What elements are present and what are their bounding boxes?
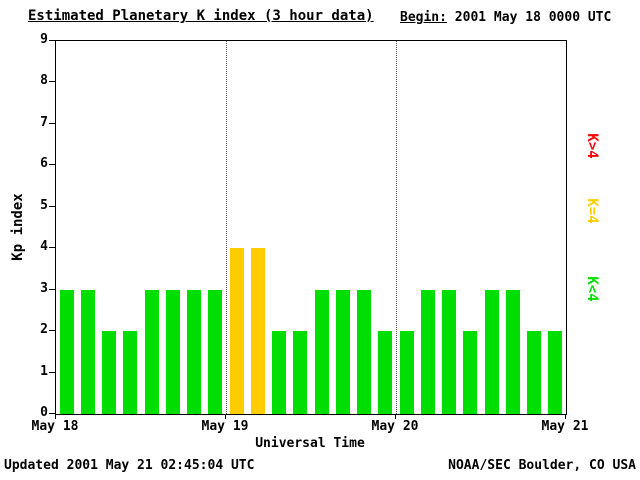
y-tick-label: 9 <box>40 32 48 47</box>
day-divider <box>226 41 227 414</box>
x-tick-mark <box>55 414 56 419</box>
y-tick-label: 6 <box>40 156 48 172</box>
y-tick-label: 0 <box>40 405 48 420</box>
x-tick-mark <box>395 414 396 419</box>
y-tick-mark <box>49 206 55 207</box>
x-tick-label: May 20 <box>371 419 419 434</box>
y-tick-label: 4 <box>40 239 48 255</box>
y-tick-mark <box>49 81 55 82</box>
begin-timestamp: Begin: 2001 May 18 0000 UTC <box>400 10 611 25</box>
kp-bar <box>229 248 244 414</box>
kp-bar <box>420 290 435 414</box>
x-tick-label: May 21 <box>541 419 589 434</box>
y-tick-mark <box>49 123 55 124</box>
kp-bar <box>123 331 138 414</box>
y-tick-label: 1 <box>40 363 48 379</box>
y-tick-label: 7 <box>40 114 48 130</box>
y-tick-label: 8 <box>40 73 48 89</box>
y-axis-label: Kp index <box>10 193 26 261</box>
kp-bar <box>442 290 457 414</box>
x-tick-mark <box>225 414 226 419</box>
source-text: NOAA/SEC Boulder, CO USA <box>448 458 636 473</box>
x-tick-label: May 19 <box>201 419 249 434</box>
plot-area <box>55 40 567 415</box>
kp-bar <box>208 290 223 414</box>
kp-bar <box>335 290 350 414</box>
updated-text: Updated 2001 May 21 02:45:04 UTC <box>4 458 255 473</box>
y-tick-mark <box>49 413 55 414</box>
kp-bar <box>272 331 287 414</box>
kp-bar <box>102 331 117 414</box>
kp-bar <box>399 331 414 414</box>
legend-k-eq-4: K=4 <box>584 198 600 224</box>
x-tick-label: May 18 <box>31 419 79 434</box>
y-tick-mark <box>49 372 55 373</box>
legend-k-lt-4: K<4 <box>584 276 600 302</box>
y-tick-label: 3 <box>40 280 48 296</box>
kp-bar <box>357 290 372 414</box>
y-tick-label: 2 <box>40 322 48 338</box>
y-tick-mark <box>49 289 55 290</box>
chart-title: Estimated Planetary K index (3 hour data… <box>28 8 374 24</box>
x-tick-mark <box>565 414 566 419</box>
kp-bar <box>144 290 159 414</box>
kp-bar <box>505 290 520 414</box>
kp-bar <box>484 290 499 414</box>
y-tick-mark <box>49 330 55 331</box>
kp-bar <box>378 331 393 414</box>
kp-bar <box>165 290 180 414</box>
legend-k-gt-4: K>4 <box>584 133 600 159</box>
day-divider <box>396 41 397 414</box>
kp-bar <box>80 290 95 414</box>
y-tick-label: 5 <box>40 197 48 213</box>
kp-bar <box>250 248 265 414</box>
kp-bar <box>463 331 478 414</box>
kp-bar <box>527 331 542 414</box>
begin-value: 2001 May 18 0000 UTC <box>454 10 612 25</box>
y-tick-mark <box>49 164 55 165</box>
y-tick-mark <box>49 247 55 248</box>
kp-bar <box>59 290 74 414</box>
x-axis-label: Universal Time <box>255 436 365 451</box>
kp-bar <box>293 331 308 414</box>
kp-bar <box>187 290 202 414</box>
kp-bar <box>314 290 329 414</box>
y-tick-mark <box>49 40 55 41</box>
kp-bar <box>548 331 563 414</box>
begin-label: Begin: <box>400 10 447 25</box>
